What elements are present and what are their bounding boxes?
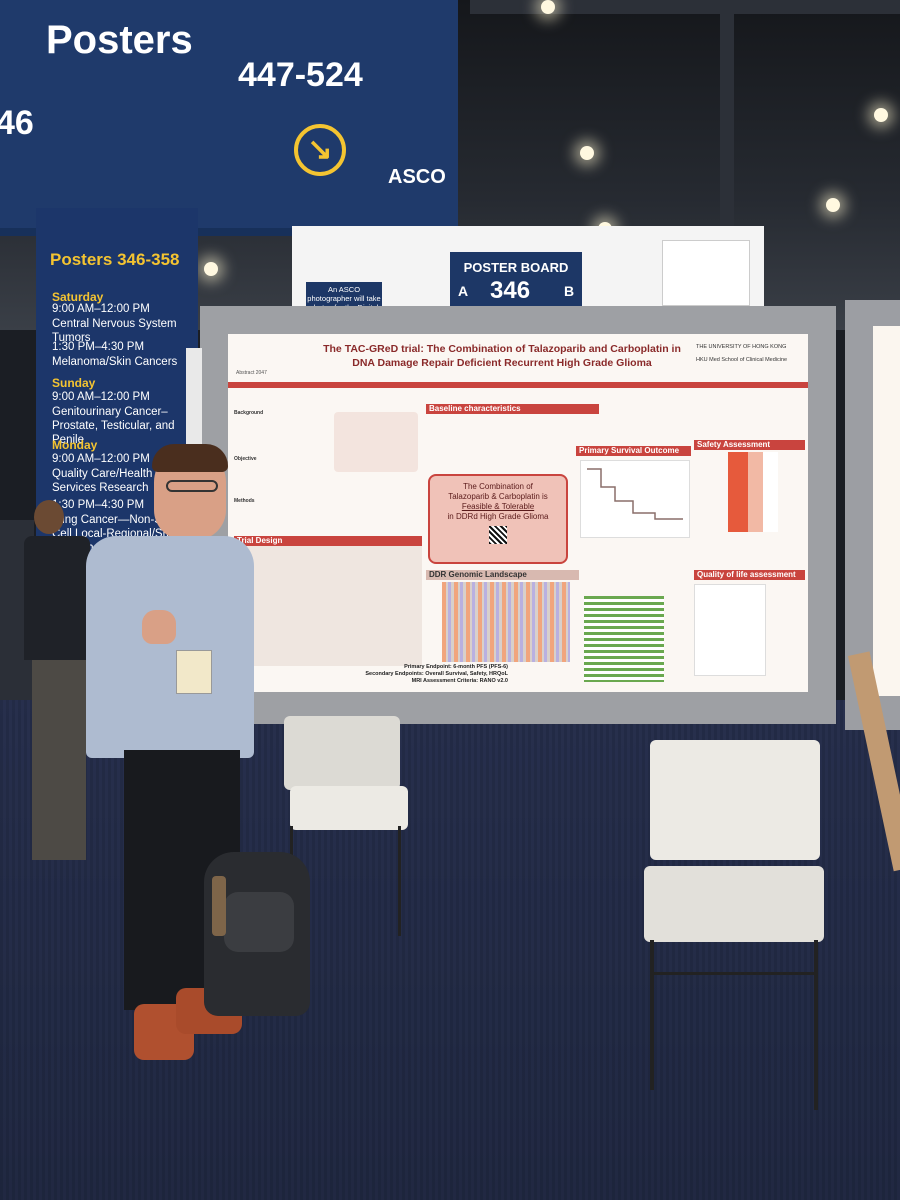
schedule-time: 9:00 AM–12:00 PM xyxy=(52,391,150,403)
poster-title-line-1: The TAC-GReD trial: The Combination of T… xyxy=(323,343,681,355)
section-background: Background xyxy=(234,410,264,416)
kaplan-meier-curve xyxy=(587,468,683,520)
asco-logo: ASCO xyxy=(388,166,446,188)
schedule-time: 1:30 PM–4:30 PM xyxy=(52,341,145,353)
presenter-hair xyxy=(152,444,228,472)
trial-design-box: Trial Design xyxy=(234,536,422,666)
section-baseline: Baseline characteristics xyxy=(426,404,599,414)
safety-bar-chart xyxy=(728,452,778,532)
ceiling-light xyxy=(826,198,840,212)
board-label: POSTER BOARD xyxy=(463,260,569,275)
callout-line: Talazoparib & Carboplatin is xyxy=(448,492,548,501)
schedule-topic: Central Nervous System Tumors xyxy=(52,318,177,344)
callout-line: in DDRd High Grade Glioma xyxy=(447,512,549,521)
posters-banner: 46 Posters 447-524 ↘ ASCO xyxy=(0,0,458,236)
backpack xyxy=(204,852,310,1016)
abstract-number: Abstract 2047 xyxy=(236,370,267,376)
ceiling-truss xyxy=(720,0,734,240)
key-finding-callout: The Combination of Talazoparib & Carbopl… xyxy=(428,474,568,564)
schedule-time: 9:00 AM–12:00 PM xyxy=(52,453,150,465)
conference-badge xyxy=(176,650,212,694)
presenter-shirt xyxy=(86,536,254,758)
university-logo: THE UNIVERSITY OF HONG KONG HKU Med Scho… xyxy=(696,344,802,364)
schedule-topic: Genitourinary Cancer–Prostate, Testicula… xyxy=(52,406,175,446)
ceiling-truss xyxy=(470,0,900,14)
arrow-down-right-icon: ↘ xyxy=(294,124,346,176)
section-ddr: DDR Genomic Landscape xyxy=(426,570,579,580)
section-methods: Methods xyxy=(234,498,255,504)
research-poster: Abstract 2047 The TAC-GReD trial: The Co… xyxy=(228,334,808,692)
schedule-time: 1:30 PM–4:30 PM xyxy=(52,499,145,511)
folding-chair xyxy=(284,716,408,936)
banner-range: 447-524 xyxy=(238,56,363,94)
secondary-endpoints: Secondary Endpoints: Overall Survival, S… xyxy=(365,671,508,677)
section-survival: Primary Survival Outcome xyxy=(576,446,691,456)
banner-title: Posters xyxy=(46,18,193,62)
board-number: 346 xyxy=(490,277,531,304)
callout-line: Feasible & Tolerable xyxy=(461,502,535,511)
poster-title-line-2: DNA Damage Repair Deficient Recurrent Hi… xyxy=(352,357,652,369)
qr-code-icon xyxy=(489,526,507,544)
swimmer-plot xyxy=(584,596,664,682)
section-safety: Safety Assessment xyxy=(694,440,805,450)
section-qol: Quality of life assessment xyxy=(694,570,805,580)
primary-endpoint: Primary Endpoint: 6-month PFS (PFS-6) xyxy=(404,664,508,670)
poster-session-information-sheet xyxy=(662,240,750,306)
section-objective: Objective xyxy=(234,456,257,462)
glasses-icon xyxy=(166,480,218,492)
folding-chair xyxy=(644,740,832,1110)
ceiling-light xyxy=(204,262,218,276)
survival-curve-chart xyxy=(580,460,690,538)
glioma-diagram xyxy=(334,412,418,472)
presenter xyxy=(80,440,270,1070)
callout-line: The Combination of xyxy=(463,482,533,491)
schedule-time: 9:00 AM–12:00 PM xyxy=(52,303,150,315)
title-divider xyxy=(228,382,808,388)
background-column: Background Objective Methods xyxy=(234,410,422,534)
schedule-day: Monday xyxy=(52,438,98,452)
ddr-genomic-heatmap xyxy=(442,582,570,662)
ceiling-light xyxy=(541,0,555,14)
thumbs-up-hand xyxy=(142,610,176,644)
adjacent-poster xyxy=(873,326,900,696)
banner-side-number: 46 xyxy=(0,104,34,142)
poster-title: The TAC-GReD trial: The Combination of T… xyxy=(312,342,692,370)
school-name: HKU Med School of Clinical Medicine xyxy=(696,357,788,363)
endpoints: Primary Endpoint: 6-month PFS (PFS-6) Se… xyxy=(318,664,508,685)
ceiling-light xyxy=(580,146,594,160)
schedule-day: Sunday xyxy=(52,376,96,390)
schedule-topic: Melanoma/Skin Cancers xyxy=(52,356,178,368)
board-side-a: A xyxy=(458,283,469,299)
background-attendee xyxy=(24,500,102,880)
section-trial-design: Trial Design xyxy=(234,536,422,546)
schedule-heading: Posters 346-358 xyxy=(50,250,180,269)
schedule-day: Saturday xyxy=(52,290,104,304)
institution-name: THE UNIVERSITY OF HONG KONG xyxy=(696,344,787,350)
mri-criteria: MRI Assessment Criteria: RANO v2.0 xyxy=(411,678,508,684)
board-side-b: B xyxy=(564,283,575,299)
schedule-topic: Quality Care/Health Services Research xyxy=(52,468,153,494)
ceiling-light xyxy=(874,108,888,122)
qol-forest-plot xyxy=(694,584,766,676)
